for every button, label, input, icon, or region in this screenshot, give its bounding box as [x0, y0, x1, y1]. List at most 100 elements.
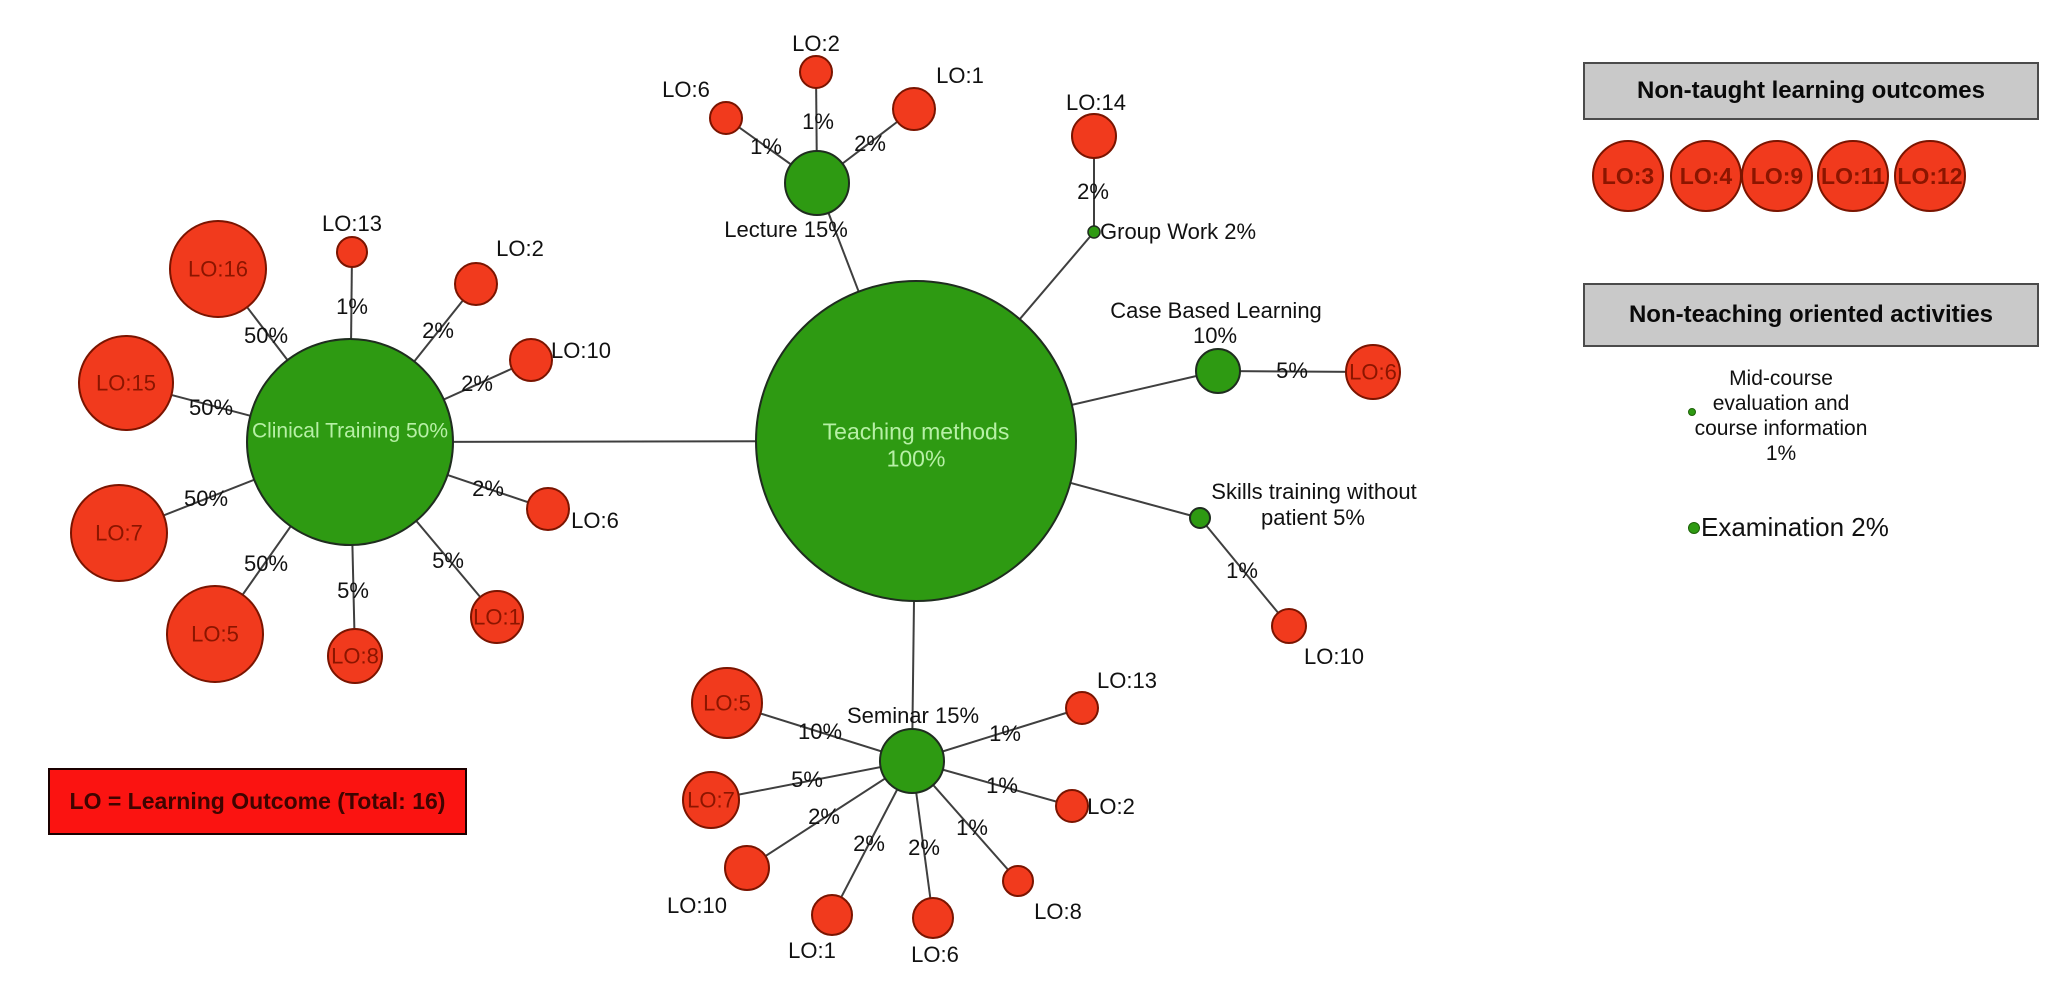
- edge-pct-seminar-sem_lo10: 2%: [808, 804, 840, 829]
- edge-pct-seminar-sem_lo8: 1%: [956, 815, 988, 840]
- edge-pct-clinical-cl_lo16: 50%: [244, 323, 288, 348]
- node-cl_lo5: [166, 585, 264, 683]
- edge-pct-clinical-cl_lo8: 5%: [337, 578, 369, 603]
- node-label-lec_lo1: LO:1: [936, 63, 984, 88]
- node-label-sem_lo8: LO:8: [1034, 899, 1082, 924]
- node-label-lec_lo2: LO:2: [792, 31, 840, 56]
- node-label-sk_lo10: LO:10: [1304, 644, 1364, 669]
- non-taught-circle-LO3: LO:3: [1592, 140, 1664, 212]
- midcourse-label-line: evaluation and: [1712, 392, 1850, 415]
- node-label-cl_lo15: LO:15: [96, 371, 156, 396]
- node-sem_lo1: [811, 894, 853, 936]
- midcourse-label-line: 1%: [1765, 442, 1797, 465]
- node-label-cl_lo6: LO:6: [571, 508, 619, 533]
- node-label-sem_lo6: LO:6: [911, 942, 959, 967]
- node-label-cl_lo16: LO:16: [188, 257, 248, 282]
- node-lec_lo2: [799, 55, 833, 89]
- edge-pct-clinical-cl_lo13: 1%: [336, 294, 368, 319]
- node-skills: [1189, 507, 1211, 529]
- edge-pct-seminar-sem_lo6: 2%: [908, 835, 940, 860]
- edge-pct-lecture-lec_lo2: 1%: [802, 109, 834, 134]
- node-label-lecture: Lecture 15%: [724, 217, 848, 242]
- node-label-cl_lo13: LO:13: [322, 211, 382, 236]
- edge-pct-clinical-cl_lo1: 5%: [432, 548, 464, 573]
- non-teaching-activities-title: Non-teaching oriented activities: [1628, 301, 1994, 328]
- edge-pct-seminar-sem_lo13: 1%: [989, 721, 1021, 746]
- non-taught-outcomes-header: Non-taught learning outcomes: [1583, 62, 2039, 120]
- edge-pct-clinical-cl_lo10: 2%: [461, 371, 493, 396]
- node-sem_lo2: [1055, 789, 1089, 823]
- node-label-cbl: Case Based Learning: [1110, 298, 1322, 323]
- node-cl_lo10: [509, 338, 553, 382]
- node-label-teaching: 100%: [887, 446, 946, 472]
- node-sem_lo13: [1065, 691, 1099, 725]
- node-sem_lo6: [912, 897, 954, 939]
- edge-pct-seminar-sem_lo7: 5%: [791, 767, 823, 792]
- node-label-lo14: LO:14: [1066, 90, 1126, 115]
- node-seminar: [879, 728, 945, 794]
- node-groupwork: [1087, 225, 1101, 239]
- node-label-sem_lo2: LO:2: [1087, 794, 1135, 819]
- midcourse-dot: [1688, 408, 1696, 416]
- node-cl_lo16: [169, 220, 267, 318]
- edge-pct-groupwork-lo14: 2%: [1077, 179, 1109, 204]
- examination-dot: [1688, 522, 1700, 534]
- node-label-cl_lo7: LO:7: [95, 521, 143, 546]
- edge-pct-clinical-cl_lo15: 50%: [189, 395, 233, 420]
- midcourse-label-line: Mid-course: [1729, 367, 1833, 390]
- node-lec_lo1: [892, 87, 936, 131]
- node-sem_lo7: [682, 771, 740, 829]
- node-label-sem_lo10: LO:10: [667, 893, 727, 918]
- node-cl_lo8: [327, 628, 383, 684]
- lo-legend-text: LO = Learning Outcome (Total: 16): [69, 788, 446, 814]
- node-label-groupwork: Group Work 2%: [1100, 219, 1256, 244]
- node-label-skills: Skills training without: [1211, 479, 1416, 504]
- node-label-seminar: Seminar 15%: [847, 703, 979, 728]
- node-label-cbl-1: 10%: [1193, 323, 1237, 348]
- node-label-cl_lo10: LO:10: [551, 338, 611, 363]
- midcourse-label-line: course information: [1694, 417, 1868, 440]
- edge-skills-sk_lo10: [1199, 517, 1290, 627]
- node-cbl: [1195, 348, 1241, 394]
- node-cl_lo15: [78, 335, 174, 431]
- lo-legend-box: LO = Learning Outcome (Total: 16): [48, 768, 467, 835]
- node-label-cl_lo2: LO:2: [496, 236, 544, 261]
- node-label-skills-1: patient 5%: [1261, 505, 1365, 530]
- non-taught-circle-LO4: LO:4: [1670, 140, 1742, 212]
- node-teaching: [755, 280, 1077, 602]
- edge-pct-skills-sk_lo10: 1%: [1226, 558, 1258, 583]
- edge-seminar-sem_lo7: [710, 760, 913, 801]
- non-taught-circle-LO11: LO:11: [1817, 140, 1889, 212]
- node-label-cl_lo5: LO:5: [191, 622, 239, 647]
- node-label-cl_lo1: LO:1: [473, 605, 521, 630]
- node-cl_lo6: [526, 487, 570, 531]
- node-sk_lo10: [1271, 608, 1307, 644]
- node-label-sem_lo5: LO:5: [703, 691, 751, 716]
- node-label-cl_lo8: LO:8: [331, 644, 379, 669]
- edge-pct-seminar-sem_lo5: 10%: [798, 719, 842, 744]
- non-taught-outcomes-title: Non-taught learning outcomes: [1637, 77, 1985, 104]
- node-sem_lo5: [691, 667, 763, 739]
- node-cbl_lo6: [1345, 344, 1401, 400]
- midcourse-label: Mid-course evaluation and course informati…: [1690, 366, 1872, 466]
- node-lo14: [1071, 113, 1117, 159]
- node-clinical: [246, 338, 454, 546]
- edge-pct-lecture-lec_lo1: 2%: [854, 131, 886, 156]
- edge-pct-clinical-cl_lo2: 2%: [422, 318, 454, 343]
- node-cl_lo7: [70, 484, 168, 582]
- node-sem_lo10: [724, 845, 770, 891]
- node-cl_lo2: [454, 262, 498, 306]
- node-label-lec_lo6: LO:6: [662, 77, 710, 102]
- non-teaching-activities-header: Non-teaching oriented activities: [1583, 283, 2039, 347]
- edge-pct-seminar-sem_lo2: 1%: [986, 773, 1018, 798]
- node-lecture: [784, 150, 850, 216]
- non-taught-circle-LO9: LO:9: [1741, 140, 1813, 212]
- node-lec_lo6: [709, 101, 743, 135]
- node-label-cbl_lo6: LO:6: [1349, 360, 1397, 385]
- edge-pct-clinical-cl_lo6: 2%: [472, 476, 504, 501]
- node-cl_lo13: [336, 236, 368, 268]
- edge-pct-lecture-lec_lo6: 1%: [750, 134, 782, 159]
- non-taught-circle-LO12: LO:12: [1894, 140, 1966, 212]
